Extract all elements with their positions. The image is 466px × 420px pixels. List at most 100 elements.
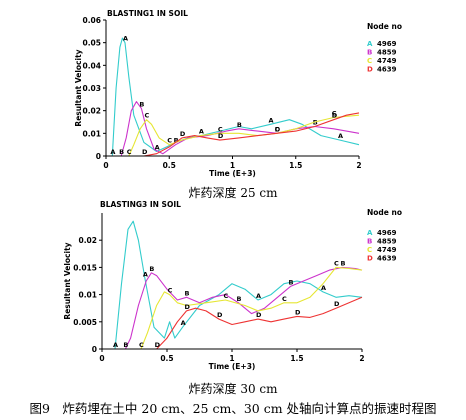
series-marker-4859: B <box>174 137 179 145</box>
legend-entry: 4749 <box>377 246 397 254</box>
x-tick-label: 2 <box>359 354 364 363</box>
series-marker-4749: C <box>282 295 287 303</box>
series-line-4749 <box>102 266 363 350</box>
legend-entry: 4859 <box>377 49 397 57</box>
series-marker-4639: D <box>256 311 262 319</box>
legend-marker: D <box>367 66 373 74</box>
chart-2-caption: 炸药深度 30 cm <box>188 382 278 396</box>
y-axis-label: Resultant Velocity <box>63 242 72 319</box>
series-marker-4969: A <box>268 116 273 124</box>
series-marker-4859: B <box>139 100 144 108</box>
y-tick-label: 0 <box>92 345 97 354</box>
y-tick-label: 0.01 <box>82 129 101 138</box>
charts-layer: BLASTING1 IN SOIL Resultant Velocity Time … <box>63 9 402 371</box>
series-marker-4859: B <box>123 341 128 349</box>
x-tick-label: 0.5 <box>163 161 176 170</box>
series-marker-4859: B <box>289 278 294 286</box>
series-line-4969 <box>102 220 363 350</box>
series-marker-4639: D <box>218 132 224 140</box>
series-line-4639 <box>102 296 363 350</box>
series-marker-4969: A <box>110 148 115 156</box>
series-marker-4969: A <box>155 143 160 151</box>
x-tick-label: 1.5 <box>290 354 303 363</box>
legend-entry: 4859 <box>377 238 397 246</box>
legend-marker: D <box>367 255 373 263</box>
legend-marker: C <box>367 246 372 254</box>
chart-1-caption: 炸药深度 25 cm <box>188 186 278 200</box>
x-axis-label: Time (E+3) <box>209 362 256 371</box>
series-marker-4639: D <box>332 112 338 120</box>
legend-marker: B <box>367 49 372 57</box>
series-marker-4859: B <box>185 289 190 297</box>
series-marker-4639: D <box>334 300 340 308</box>
series-marker-4859: B <box>237 295 242 303</box>
chart-1: BLASTING1 IN SOIL Resultant Velocity Time … <box>74 9 402 178</box>
chart-title: BLASTING3 IN SOIL <box>100 200 181 209</box>
series-marker-4749: C <box>139 341 144 349</box>
figure-caption: 图9 炸药埋在土中 20 cm、25 cm、30 cm 处轴向计算点的振速时程图 <box>29 401 437 416</box>
legend-marker: C <box>367 57 372 65</box>
x-tick-label: 2 <box>356 161 361 170</box>
series-marker-4639: D <box>295 308 301 316</box>
y-tick-label: 0.02 <box>82 107 101 116</box>
series-marker-4969: A <box>181 319 186 327</box>
legend-entry: 4639 <box>377 66 397 74</box>
legend-title: Node no <box>367 22 402 31</box>
series-marker-4749: C <box>168 287 173 295</box>
y-tick-label: 0.015 <box>73 263 97 272</box>
chart-title: BLASTING1 IN SOIL <box>107 9 188 18</box>
series-marker-4969: A <box>338 132 343 140</box>
series-marker-4749: C <box>127 148 132 156</box>
legend-title: Node no <box>367 208 402 217</box>
series-marker-4749: C <box>334 259 339 267</box>
legend-marker: B <box>367 238 372 246</box>
series-marker-4859: B <box>313 119 318 127</box>
y-tick-label: 0.02 <box>78 236 97 245</box>
series-marker-4859: B <box>237 121 242 129</box>
y-tick-label: 0.05 <box>82 39 101 48</box>
y-tick-label: 0.06 <box>82 16 101 25</box>
series-marker-4749: C <box>144 112 149 120</box>
y-tick-label: 0.03 <box>82 84 101 93</box>
legend-entry: 4969 <box>377 229 397 237</box>
x-tick-label: 0.5 <box>160 354 173 363</box>
series-marker-4859: B <box>149 265 154 273</box>
legend-entry: 4749 <box>377 57 397 65</box>
series-marker-4639: D <box>217 311 223 319</box>
series-marker-4969: A <box>113 341 118 349</box>
y-axis-label: Resultant Velocity <box>74 49 83 126</box>
y-tick-label: 0.01 <box>78 291 97 300</box>
x-tick-label: 0 <box>103 161 108 170</box>
series-marker-4749: C <box>332 109 337 117</box>
series-marker-4969: A <box>321 284 326 292</box>
series-line-4749 <box>106 114 360 157</box>
series-marker-4969: A <box>199 128 204 136</box>
y-tick-label: 0 <box>96 152 101 161</box>
y-tick-label: 0.04 <box>82 61 101 70</box>
series-marker-4749: C <box>218 125 223 133</box>
legend-marker: A <box>367 40 373 48</box>
series-marker-4749: C <box>224 292 229 300</box>
x-tick-label: 1 <box>230 161 235 170</box>
legend-marker: A <box>367 229 373 237</box>
legend-entry: 4639 <box>377 255 397 263</box>
series-marker-4969: A <box>143 270 148 278</box>
series-marker-4859: B <box>119 148 124 156</box>
series-marker-4969: A <box>123 35 128 43</box>
x-tick-label: 0 <box>99 354 104 363</box>
series-line-4859 <box>102 266 363 350</box>
series-line-4639 <box>106 112 360 157</box>
series-marker-4859: B <box>341 259 346 267</box>
series-marker-4639: D <box>275 125 281 133</box>
legend-entry: 4969 <box>377 40 397 48</box>
series-marker-4639: D <box>185 303 191 311</box>
series-marker-4969: A <box>256 292 261 300</box>
series-marker-4749: C <box>275 125 280 133</box>
chart-2: BLASTING3 IN SOIL Resultant Velocity Time … <box>63 200 402 371</box>
x-tick-label: 1 <box>229 354 234 363</box>
series-marker-4639: D <box>155 341 161 349</box>
x-tick-label: 1.5 <box>289 161 302 170</box>
series-marker-4639: D <box>142 148 148 156</box>
series-marker-4639: D <box>180 130 186 138</box>
